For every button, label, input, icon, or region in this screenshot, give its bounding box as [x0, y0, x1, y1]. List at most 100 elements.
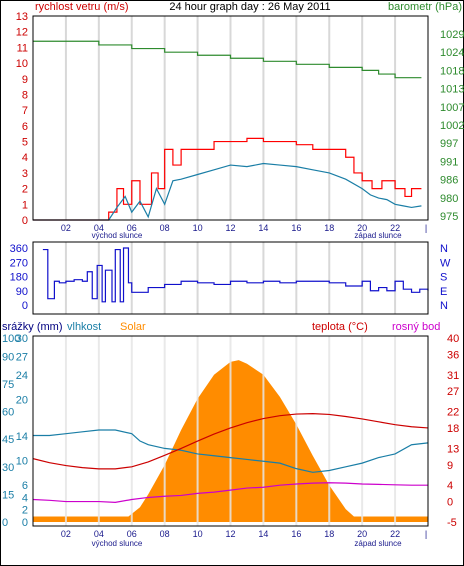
- tick-label-hour: 16: [291, 223, 301, 233]
- temperature-ticks: -5 0 4 9 13 18 22 27 31 36 40: [447, 333, 459, 529]
- panel-climate-gridlines: [64, 336, 397, 526]
- tick-label-barometer: 1029: [440, 29, 464, 41]
- tick-label-wind-speed: 13: [16, 11, 28, 23]
- panel-wind-hour-ticks: 02 04 06 08 10 12 14 16 18 20 22 |: [61, 223, 427, 233]
- tick-label-compass: N: [440, 300, 448, 312]
- tick-label-wind-speed: 10: [16, 58, 28, 70]
- tick-label-humidity: 100: [2, 333, 20, 345]
- tick-label-hour: 08: [160, 529, 170, 539]
- tick-label-hour: 04: [94, 529, 104, 539]
- tick-label-rain: 10: [16, 456, 28, 468]
- tick-label-hour: 06: [127, 223, 137, 233]
- tick-label-hour: 10: [193, 223, 203, 233]
- tick-label-hour: 12: [225, 223, 235, 233]
- tick-label-degrees: 360: [10, 243, 28, 255]
- tick-label-hour: 06: [127, 529, 137, 539]
- tick-label-rain: 24: [16, 370, 28, 382]
- direction-degree-ticks: 0 90 180 270 360: [10, 243, 28, 312]
- tick-label-hour-end: |: [425, 223, 427, 233]
- tick-label-compass: E: [440, 286, 447, 298]
- panel-climate-lines: [32, 413, 429, 503]
- tick-label-hour: 20: [357, 223, 367, 233]
- series-line-direction-0: [42, 247, 429, 303]
- wind-speed-axis-title: rychlost vetru (m/s): [35, 1, 129, 13]
- tick-label-temperature: 22: [447, 407, 459, 419]
- tick-label-rain: 27: [16, 351, 28, 363]
- tick-label-compass: W: [440, 257, 451, 269]
- tick-label-barometer: 1002: [440, 120, 464, 132]
- panel-climate-frame: [32, 335, 429, 527]
- tick-label-barometer: 997: [440, 138, 458, 150]
- tick-label-hour: 12: [225, 529, 235, 539]
- tick-label-wind-speed: 3: [22, 168, 28, 180]
- tick-label-wind-speed: 11: [17, 42, 28, 54]
- tick-label-hour: 22: [390, 529, 400, 539]
- tick-label-humidity: 30: [2, 462, 14, 474]
- series-line-2: [33, 40, 422, 79]
- tick-label-temperature: 13: [447, 443, 459, 455]
- series-line-teplota---C-: [32, 413, 429, 470]
- tick-label-humidity: 75: [2, 379, 14, 391]
- tick-label-hour: 04: [94, 223, 104, 233]
- series-line-vlhkost: [33, 429, 429, 473]
- tick-label-humidity: 15: [2, 489, 14, 501]
- tick-label-degrees: 270: [10, 257, 28, 269]
- tick-label-barometer: 1013: [440, 84, 464, 96]
- legend-solar: Solar: [120, 321, 146, 333]
- sunset-label-bottom: západ slunce: [354, 539, 402, 548]
- tick-label-barometer: 1007: [440, 102, 464, 114]
- panel-direction-series: [42, 247, 429, 303]
- tick-label-temperature: 9: [447, 460, 453, 472]
- tick-label-rain: 6: [22, 480, 28, 492]
- tick-label-barometer: 1018: [440, 65, 464, 77]
- tick-label-temperature: 4: [447, 480, 453, 492]
- tick-label-humidity: 90: [2, 351, 14, 363]
- tick-label-rain: 14: [16, 431, 28, 443]
- panel-wind-series: [33, 40, 422, 221]
- humidity-percent-ticks: 0 15 30 45 60 75 90 100: [2, 333, 20, 529]
- tick-label-hour: 14: [258, 529, 268, 539]
- panel-climate-hour-ticks: 02 04 06 08 10 12 14 16 18 20 22 |: [61, 529, 427, 539]
- sunset-label: západ slunce: [354, 231, 402, 240]
- tick-label-humidity: 0: [2, 517, 8, 529]
- tick-label-temperature: -5: [447, 517, 457, 529]
- tick-label-barometer: 986: [440, 175, 458, 187]
- legend-humidity: vlhkost: [67, 321, 101, 333]
- barometer-ticks: 975 980 986 991 997 1002 1007 1013 1018 1024 1029: [440, 29, 464, 223]
- tick-label-hour: 18: [324, 529, 334, 539]
- sunrise-label-bottom: východ slunce: [92, 539, 143, 548]
- tick-label-humidity: 60: [2, 407, 14, 419]
- legend-dew-point: rosný bod: [392, 321, 440, 333]
- tick-label-hour: 20: [357, 529, 367, 539]
- tick-label-wind-speed: 4: [22, 152, 28, 164]
- tick-label-hour: 16: [291, 529, 301, 539]
- tick-label-degrees: 180: [10, 272, 28, 284]
- tick-label-hour: 02: [61, 223, 71, 233]
- tick-label-temperature: 40: [447, 333, 459, 345]
- chart-title: 24 hour graph day : 26 May 2011: [169, 1, 330, 13]
- tick-label-compass: S: [440, 272, 447, 284]
- tick-label-temperature: 18: [447, 423, 459, 435]
- tick-label-barometer: 991: [440, 156, 458, 168]
- series-line-rosn--bod: [32, 482, 428, 503]
- legend-temperature: teplota (°C): [312, 321, 368, 333]
- tick-label-temperature: 0: [447, 497, 453, 509]
- barometer-axis-title: barometr (hPa): [388, 1, 462, 13]
- tick-label-wind-speed: 12: [16, 27, 28, 39]
- tick-label-rain: 30: [16, 333, 28, 345]
- sunrise-label: východ slunce: [92, 231, 143, 240]
- panel-direction-gridlines: [64, 242, 397, 314]
- tick-label-hour: 02: [61, 529, 71, 539]
- tick-label-degrees: 90: [16, 286, 28, 298]
- tick-label-barometer: 1024: [440, 47, 464, 59]
- tick-label-hour-end: |: [425, 529, 427, 539]
- panel-wind-frame: [32, 15, 429, 221]
- tick-label-rain: 2: [22, 505, 28, 517]
- tick-label-humidity: 45: [2, 434, 14, 446]
- tick-label-rain: 20: [16, 394, 28, 406]
- tick-label-barometer: 975: [440, 211, 458, 223]
- tick-label-rain: 0: [22, 517, 28, 529]
